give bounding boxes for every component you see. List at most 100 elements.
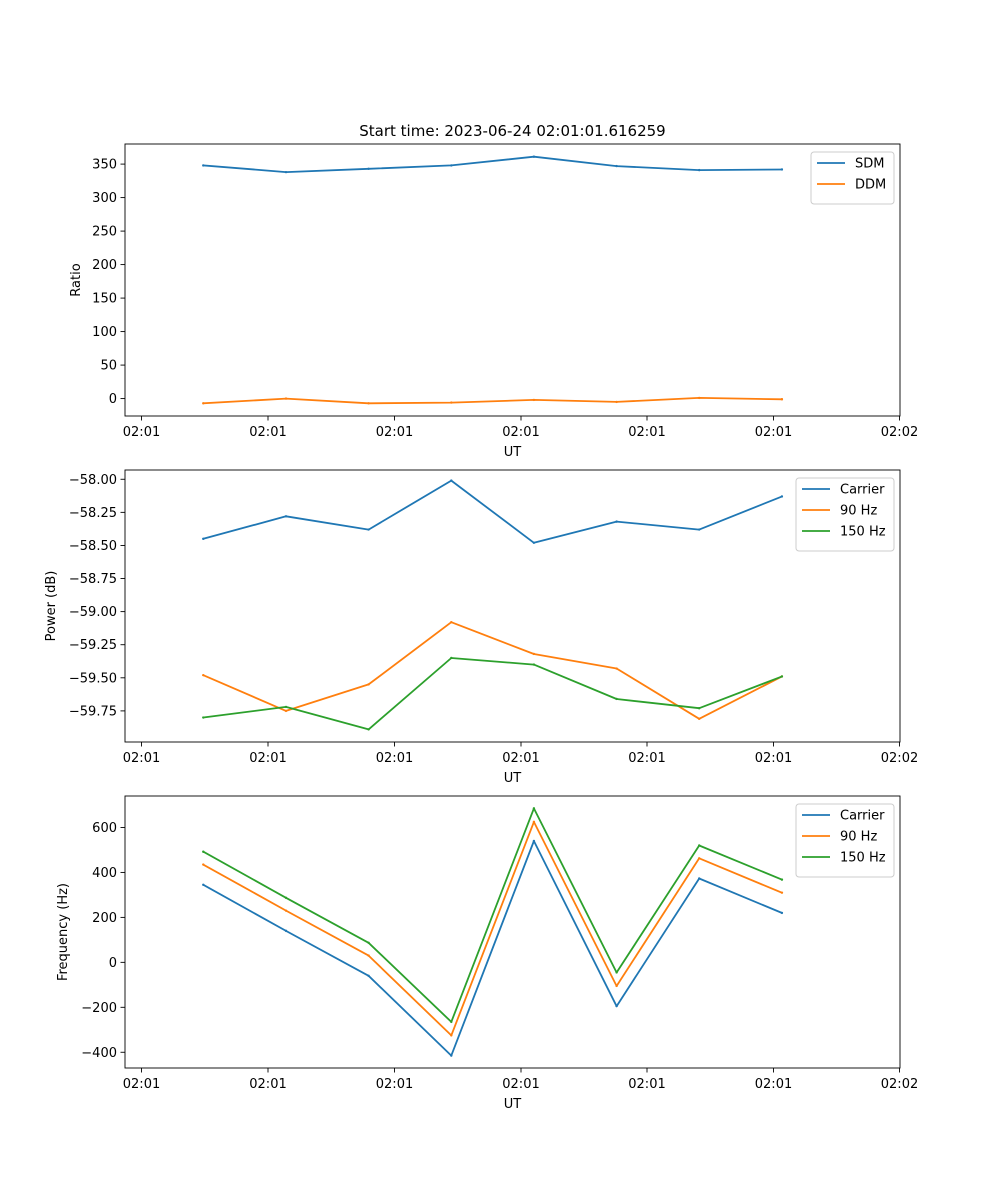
data-point — [780, 398, 784, 401]
y-tick-label: −59.25 — [69, 638, 117, 653]
series-line-carrier — [202, 840, 784, 1057]
y-tick-label: −59.50 — [69, 671, 117, 686]
x-tick-label: 02:01 — [502, 1077, 539, 1092]
data-point — [532, 155, 536, 158]
x-tick-label: 02:01 — [123, 751, 160, 766]
data-point — [780, 891, 784, 894]
series-line-90-hz — [202, 821, 784, 1037]
y-tick-label: −59.75 — [69, 704, 117, 719]
data-point — [450, 656, 453, 660]
x-tick-label: 02:01 — [755, 751, 792, 766]
x-tick-label: 02:01 — [755, 425, 792, 440]
data-point — [450, 401, 453, 404]
x-tick-label: 02:01 — [123, 1077, 160, 1092]
data-point — [532, 663, 536, 666]
data-point — [367, 941, 370, 944]
data-point — [615, 971, 618, 974]
x-tick-label: 02:01 — [376, 751, 413, 766]
x-axis-label: UT — [504, 771, 522, 786]
data-point — [450, 1020, 453, 1024]
x-tick-label: 02:01 — [249, 425, 286, 440]
data-point — [284, 397, 288, 400]
x-tick-label: 02:01 — [755, 1077, 792, 1092]
axes-frame — [124, 469, 901, 743]
data-point — [532, 807, 536, 810]
data-point — [698, 707, 701, 710]
data-point — [284, 170, 288, 174]
y-tick-label: 200 — [92, 258, 117, 273]
data-point — [532, 398, 536, 402]
legend-label: DDM — [855, 178, 886, 193]
x-tick-label: 02:01 — [628, 751, 665, 766]
series-line-ddm — [202, 396, 783, 405]
data-point — [698, 717, 701, 721]
legend-box — [795, 803, 895, 878]
legend-label: Carrier — [840, 809, 885, 824]
x-tick-label: 02:01 — [249, 751, 286, 766]
y-axis-label: Power (dB) — [44, 571, 59, 642]
subplot-2: 02:01 02:01 02:01 02:01 02:01 02:01 02:02 −58.0… — [44, 469, 918, 786]
x-tick-label: 02:01 — [628, 425, 665, 440]
data-point — [698, 528, 701, 531]
y-tick-label: −58.75 — [69, 572, 117, 587]
x-tick-label: 02:01 — [123, 425, 160, 440]
x-tick-label: 02:01 — [249, 1077, 286, 1092]
data-point — [202, 164, 205, 167]
x-axis-label: UT — [504, 1097, 522, 1112]
data-point — [202, 883, 205, 886]
data-point — [450, 621, 453, 624]
y-tick-label: 150 — [92, 292, 117, 307]
legend-box — [795, 477, 895, 552]
legend-label: 150 Hz — [840, 525, 886, 540]
legend-label: 90 Hz — [840, 830, 877, 845]
data-point — [698, 877, 701, 880]
data-point — [450, 1034, 453, 1037]
x-tick-label: 02:01 — [376, 1077, 413, 1092]
y-tick-label: −400 — [81, 1046, 117, 1061]
data-point — [532, 839, 536, 843]
y-tick-label: 350 — [92, 158, 117, 173]
y-tick-label: −59.00 — [69, 605, 117, 620]
data-point — [698, 844, 701, 847]
legend-label: 90 Hz — [840, 504, 877, 519]
data-point — [615, 400, 618, 404]
y-axis-label: Frequency (Hz) — [56, 883, 71, 981]
y-tick-label: −58.25 — [69, 506, 117, 521]
series-line-150-hz — [202, 657, 784, 731]
data-point — [780, 911, 784, 915]
data-point — [367, 974, 370, 978]
data-point — [202, 716, 205, 719]
x-tick-label: 02:01 — [502, 425, 539, 440]
data-point — [367, 528, 370, 531]
data-point — [615, 520, 618, 523]
figure-title: Start time: 2023-06-24 02:01:01.616259 — [359, 122, 665, 140]
legend-label: 150 Hz — [840, 851, 886, 866]
y-tick-label: 250 — [92, 225, 117, 240]
data-point — [284, 929, 288, 933]
data-point — [367, 683, 370, 686]
y-tick-label: 50 — [100, 359, 117, 374]
series-line-150-hz — [202, 807, 784, 1023]
data-point — [367, 728, 370, 731]
data-point — [367, 954, 370, 957]
series-line-sdm — [202, 155, 783, 174]
data-point — [284, 909, 288, 912]
data-point — [284, 705, 288, 709]
y-tick-label: −58.00 — [69, 473, 117, 488]
y-tick-label: −58.50 — [69, 539, 117, 554]
data-point — [450, 164, 453, 167]
data-point — [532, 652, 536, 656]
data-point — [615, 1004, 618, 1008]
legend-label: SDM — [855, 157, 884, 172]
subplot-3: 02:01 02:01 02:01 02:01 02:01 02:01 02:02 −400 −… — [56, 795, 918, 1112]
data-point — [615, 984, 618, 988]
y-tick-label: 0 — [109, 956, 117, 971]
data-point — [532, 541, 536, 544]
series-line-90-hz — [202, 621, 784, 720]
data-point — [698, 857, 701, 860]
data-point — [284, 709, 288, 713]
data-point — [202, 850, 205, 853]
y-tick-label: 0 — [109, 392, 117, 407]
data-point — [202, 402, 205, 405]
